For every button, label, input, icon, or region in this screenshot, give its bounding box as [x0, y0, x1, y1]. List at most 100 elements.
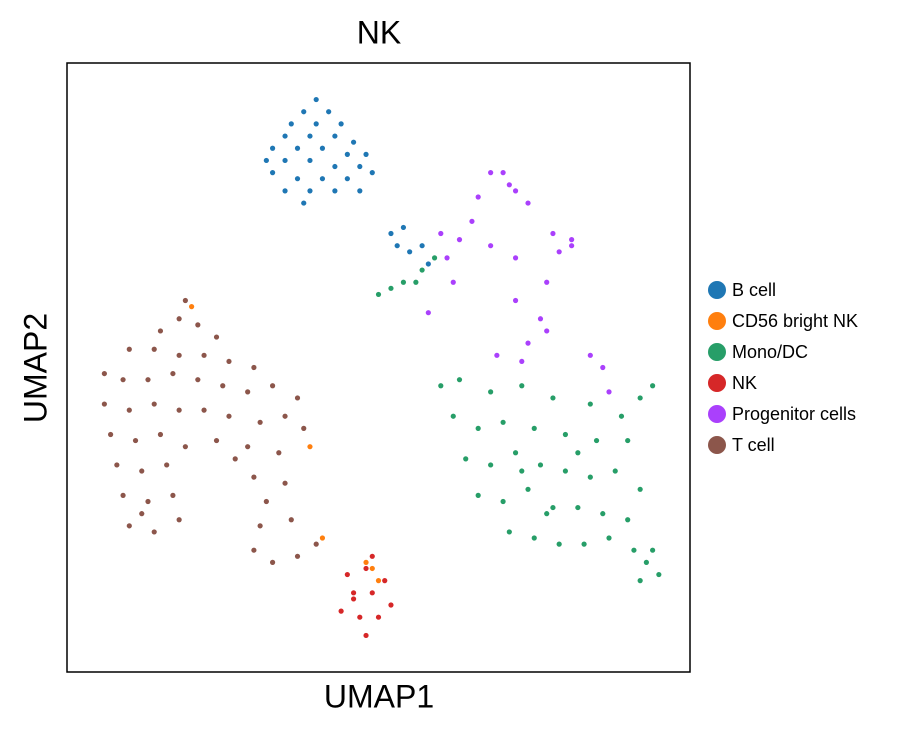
legend-marker [708, 405, 726, 423]
point [101, 370, 107, 377]
legend-label: CD56 bright NK [732, 311, 858, 331]
point [313, 541, 319, 547]
point [313, 121, 319, 127]
point [108, 431, 114, 438]
point [363, 559, 369, 565]
legend-marker [708, 374, 726, 392]
point [332, 163, 338, 170]
point [232, 456, 238, 462]
point [537, 462, 544, 468]
point [625, 437, 631, 444]
point [269, 145, 276, 151]
point [182, 444, 188, 450]
point [382, 578, 388, 584]
point [537, 316, 544, 322]
point [587, 352, 593, 358]
point [438, 383, 444, 389]
point [357, 163, 363, 170]
point [606, 535, 612, 541]
point [120, 492, 126, 498]
point [182, 297, 188, 304]
point [101, 401, 107, 407]
point [587, 474, 593, 480]
point [288, 517, 294, 523]
point [257, 419, 263, 425]
point [650, 383, 656, 389]
point [388, 230, 394, 237]
point [269, 559, 276, 565]
point [126, 407, 132, 413]
point [456, 237, 463, 243]
point [556, 249, 562, 255]
point [245, 389, 251, 395]
point [500, 498, 506, 505]
point [307, 133, 313, 139]
point [301, 109, 307, 115]
point [475, 194, 481, 200]
point [357, 188, 363, 194]
point [512, 297, 519, 304]
point [195, 322, 201, 328]
point [587, 401, 593, 407]
point [519, 468, 525, 474]
legend-marker [708, 343, 726, 361]
point [170, 492, 176, 498]
point [350, 596, 357, 602]
point [375, 291, 382, 298]
point [525, 200, 531, 206]
point [176, 316, 182, 322]
point [195, 377, 201, 383]
point [313, 96, 319, 103]
point [525, 340, 531, 346]
point [618, 413, 625, 419]
point [251, 364, 257, 371]
point [519, 358, 525, 365]
point [276, 450, 282, 456]
point [562, 468, 569, 474]
point [637, 578, 643, 584]
point [556, 541, 562, 547]
legend-label: Progenitor cells [732, 404, 856, 424]
point [319, 535, 326, 541]
point [332, 133, 338, 139]
plot-frame [66, 62, 691, 673]
point [550, 504, 556, 511]
point [164, 462, 170, 468]
point [407, 249, 413, 255]
point [226, 413, 232, 419]
point [600, 511, 606, 517]
point [512, 450, 519, 456]
point [544, 511, 550, 517]
point [425, 310, 431, 316]
point [282, 188, 288, 194]
point [319, 145, 326, 151]
point [431, 255, 438, 261]
point [363, 565, 369, 572]
point [151, 401, 157, 407]
point [475, 425, 481, 431]
point [176, 407, 182, 413]
point [294, 395, 301, 401]
point [506, 529, 512, 535]
point [631, 547, 637, 553]
point [189, 304, 195, 310]
point [176, 352, 182, 358]
point [126, 346, 132, 352]
point [226, 358, 232, 365]
point [550, 230, 556, 237]
point [151, 346, 157, 352]
point [456, 377, 463, 383]
point [245, 444, 251, 450]
point [394, 243, 400, 249]
point [637, 486, 643, 492]
point [344, 176, 350, 182]
point [525, 486, 531, 492]
point [139, 511, 145, 517]
point [400, 279, 407, 285]
point [575, 450, 581, 456]
point [500, 419, 506, 425]
point [251, 474, 257, 480]
point [213, 334, 220, 340]
